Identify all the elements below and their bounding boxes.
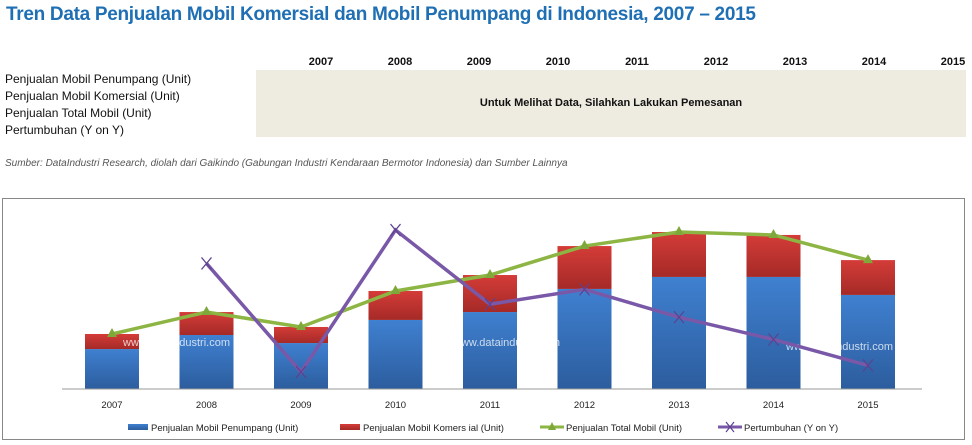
year-header: 2010	[545, 56, 571, 68]
year-header: 2008	[387, 56, 413, 68]
data-locked-area: Untuk Melihat Data, Silahkan Lakukan Pem…	[256, 70, 966, 137]
year-header: 2014	[861, 56, 887, 68]
chart-frame	[2, 198, 965, 440]
row-label-passenger: Penjualan Mobil Penumpang (Unit)	[5, 72, 192, 86]
year-header: 2011	[625, 56, 649, 68]
year-header: 2012	[703, 56, 729, 68]
page-title: Tren Data Penjualan Mobil Komersial dan …	[6, 4, 756, 25]
year-header: 2009	[466, 56, 492, 68]
order-notice: Untuk Melihat Data, Silahkan Lakukan Pem…	[479, 97, 743, 109]
year-header: 2015	[940, 56, 966, 68]
row-label-total: Penjualan Total Mobil (Unit)	[5, 106, 152, 120]
year-header: 2007	[308, 56, 334, 68]
year-header: 2013	[782, 56, 808, 68]
row-label-growth: Pertumbuhan (Y on Y)	[5, 123, 124, 137]
source-note: Sumber: DataIndustri Research, diolah da…	[5, 158, 568, 169]
row-label-commercial: Penjualan Mobil Komersial (Unit)	[5, 89, 180, 103]
